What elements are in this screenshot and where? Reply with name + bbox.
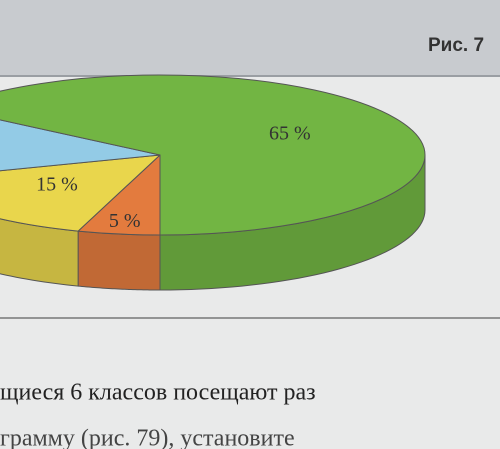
body-text: грамму (рис. 79), установите — [0, 426, 295, 449]
value-label: 15 % — [36, 174, 78, 196]
slice-top — [0, 154, 162, 232]
slice — [0, 154, 162, 287]
slice-top — [0, 74, 426, 236]
figure-caption: Рис. 7 — [428, 35, 484, 56]
slice — [0, 74, 426, 291]
value-label: 5 % — [109, 210, 141, 232]
slice — [0, 119, 161, 172]
header-band — [0, 0, 500, 76]
slice-side — [77, 230, 161, 291]
pie-chart: 5 % 15 % 65 % — [0, 74, 426, 291]
body-text: щиеся 6 классов посещают раз — [0, 380, 316, 406]
value-label: 65 % — [269, 123, 311, 145]
slice-top — [0, 119, 161, 172]
